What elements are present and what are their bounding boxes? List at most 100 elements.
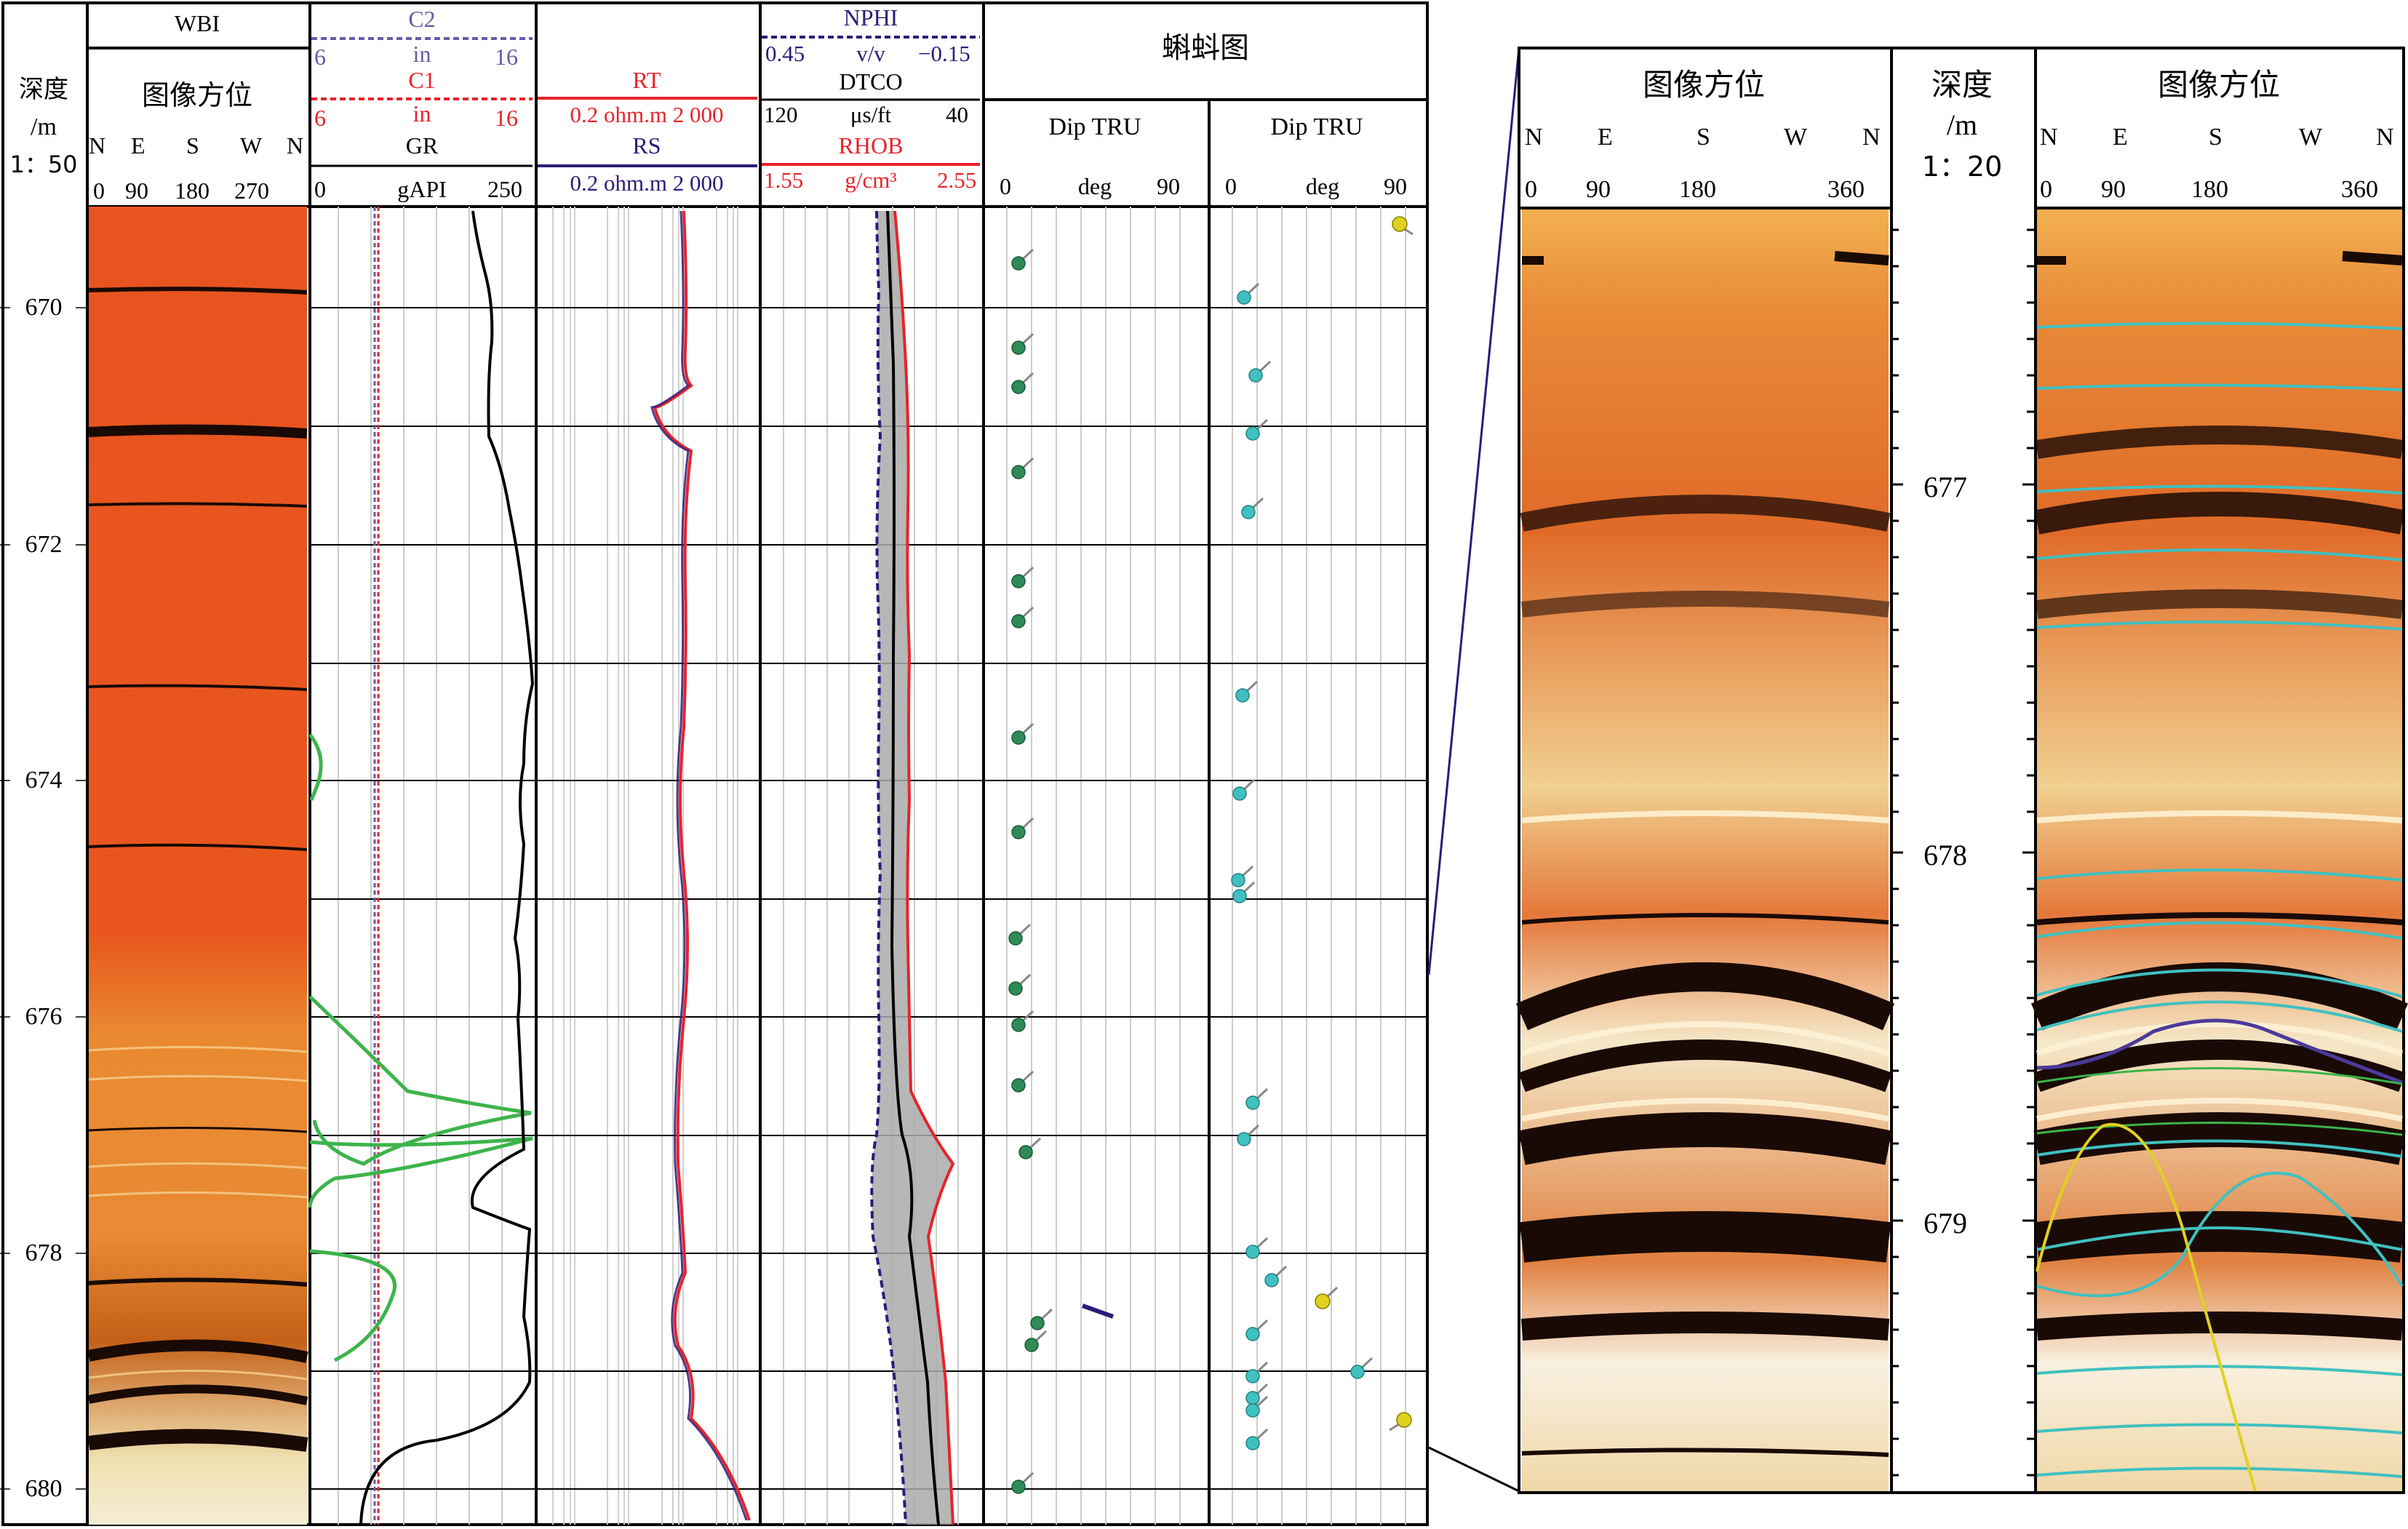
zoom-right-tick: 180: [2191, 176, 2228, 203]
c2-min: 6: [314, 44, 326, 70]
dtco-min: 120: [764, 102, 798, 127]
c1-scale-line: [311, 97, 533, 100]
wbi-tick: 180: [175, 177, 210, 204]
zoom-left-tick: 0: [1525, 176, 1537, 203]
zoom-depth-unit: /m: [1946, 108, 1978, 141]
wbi-title: WBI: [174, 10, 220, 36]
zoom-right-image: [2030, 209, 2408, 1492]
wbi-tick: 90: [125, 177, 148, 204]
sep-res-por: [759, 1, 762, 1526]
zoom-sep-2: [2034, 47, 2037, 1494]
sep-dip1-dip2: [1208, 98, 1211, 1526]
depth-label: 680: [25, 1475, 63, 1502]
zoom-header-line-right: [2036, 207, 2404, 209]
zoom-header-line-left: [1519, 207, 1890, 209]
nphi-max: −0.15: [918, 41, 970, 66]
sep-por-dip: [982, 1, 985, 1526]
gr-name: GR: [405, 132, 439, 159]
zoom-depth-ticks: [1891, 228, 2034, 1477]
zoom-depth-scale: 1：20: [1921, 151, 2003, 183]
zoom-panel-frame: [1518, 47, 2405, 1494]
nphi-unit: v/v: [856, 41, 885, 66]
c1-max: 16: [495, 105, 518, 131]
dip1-min: 0: [1000, 173, 1011, 199]
depth-unit: /m: [31, 113, 57, 140]
zoom-left-dir-e: E: [1598, 124, 1613, 151]
sep-gr-res: [535, 1, 538, 1526]
wbi-dir-e: E: [131, 132, 145, 159]
rs-range: 0.2 ohm.m 2 000: [570, 170, 724, 196]
wbi-tick: 270: [234, 177, 269, 204]
zoom-left-dir-w: W: [1784, 124, 1808, 151]
depth-label: 676: [25, 1003, 63, 1030]
c2-name: C2: [408, 6, 436, 32]
zoom-depth-label: 678: [1923, 839, 1967, 871]
zoom-left-tick: 180: [1679, 176, 1716, 203]
nphi-min: 0.45: [765, 41, 805, 66]
rhob-scale-line: [762, 163, 980, 166]
zoom-left-dir-n: N: [1525, 124, 1543, 151]
header-line-wbi: [86, 47, 308, 49]
depth-label: 672: [25, 531, 63, 558]
zoom-left-dir-n2: N: [1862, 124, 1881, 151]
depth-label: 678: [25, 1239, 63, 1266]
zoom-left-tick: 360: [1827, 176, 1865, 203]
dip2-title: Dip TRU: [1270, 113, 1363, 140]
dip2-unit: deg: [1305, 173, 1340, 199]
rt-range: 0.2 ohm.m 2 000: [570, 102, 724, 127]
nphi-name: NPHI: [843, 4, 898, 31]
c2-unit: in: [412, 41, 431, 67]
wbi-dir-n: N: [89, 132, 106, 159]
depth-label: 674: [25, 767, 63, 794]
zoom-left-image: [1515, 209, 1894, 1491]
dip1-max: 90: [1157, 173, 1180, 199]
log-panel-frame: [1, 1, 1429, 1526]
gr-unit: gAPI: [397, 176, 447, 202]
wbi-tick: 0: [93, 177, 105, 204]
header-bottom-line: [86, 205, 1429, 208]
rhob-max: 2.55: [937, 167, 977, 193]
dip2-min: 0: [1225, 173, 1237, 199]
zoom-depth-title: 深度: [1931, 67, 1993, 103]
zoom-right-title: 图像方位: [2157, 67, 2281, 103]
depth-label: 670: [25, 294, 63, 321]
nphi-scale-line: [762, 36, 980, 39]
track-bodies: [0, 207, 1427, 1525]
rhob-name: RHOB: [838, 132, 904, 159]
rs-scale-line: [538, 164, 757, 167]
sep-wbi-gr: [308, 1, 311, 1526]
zoom-right-dir-n: N: [2040, 124, 2058, 151]
zoom-depth-label: 677: [1923, 471, 1967, 503]
dtco-max: 40: [946, 102, 968, 127]
dip1-title: Dip TRU: [1048, 113, 1141, 140]
zoom-right-tick: 90: [2101, 176, 2126, 203]
zoom-right-tick: 360: [2341, 176, 2378, 203]
c1-name: C1: [408, 67, 436, 93]
wbi-dir-w: W: [240, 132, 263, 159]
dtco-unit: μs/ft: [850, 102, 892, 127]
gr-min: 0: [314, 176, 326, 202]
gr-scale-line: [311, 164, 533, 167]
wbi-image: [87, 207, 308, 1525]
zoom-sep-1: [1890, 47, 1893, 1494]
sep-depth-wbi: [86, 1, 89, 1526]
dip2-max: 90: [1384, 173, 1407, 199]
zoom-right-dir-n2: N: [2376, 124, 2394, 151]
wbi-dir-s: S: [186, 132, 199, 159]
zoom-depth-label: 679: [1923, 1207, 1967, 1239]
dtco-scale-line: [762, 98, 980, 101]
header-line-dip: [982, 98, 1429, 101]
rt-name: RT: [632, 67, 661, 93]
wbi-subtitle: 图像方位: [141, 79, 253, 111]
rhob-min: 1.55: [764, 167, 804, 193]
dtco-name: DTCO: [839, 68, 903, 95]
zoom-left-title: 图像方位: [1642, 67, 1766, 103]
rs-name: RS: [632, 132, 661, 159]
wbi-dir-n2: N: [287, 132, 304, 159]
zoom-right-dir-e: E: [2113, 124, 2128, 151]
depth-title: 深度: [19, 75, 68, 104]
zoom-left-tick: 90: [1586, 176, 1611, 203]
zoom-right-tick: 0: [2040, 176, 2052, 203]
rhob-unit: g/cm³: [845, 167, 897, 193]
depth-scale: 1：50: [9, 151, 78, 178]
